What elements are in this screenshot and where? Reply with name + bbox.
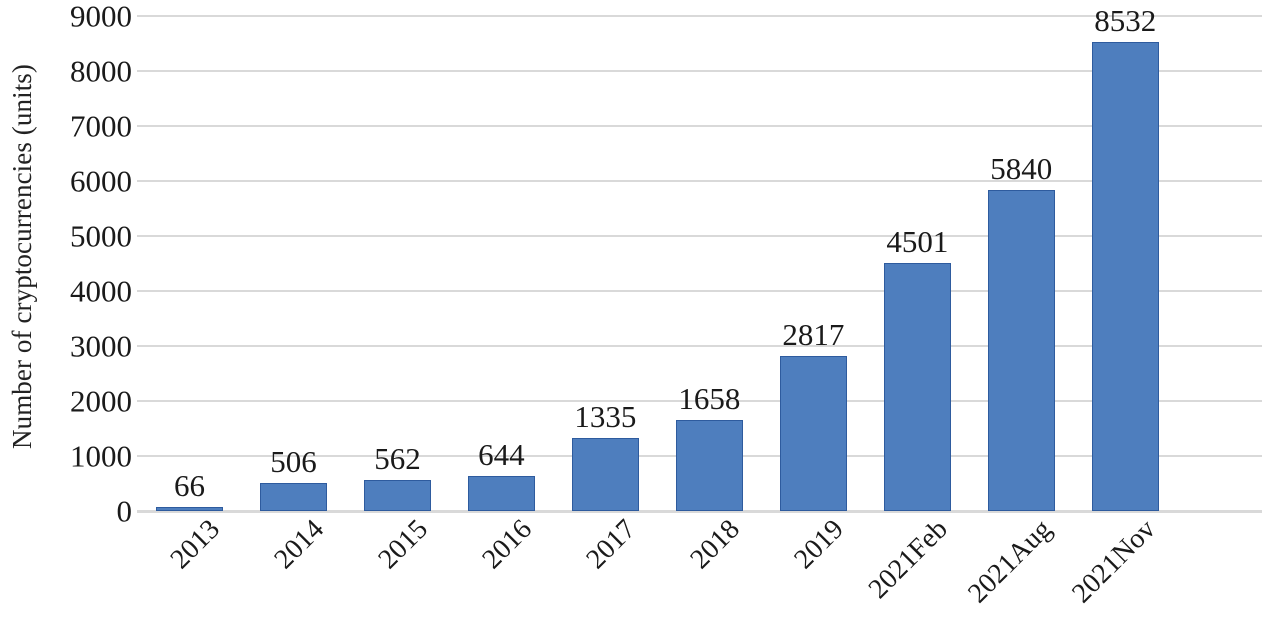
y-axis-tick-label: 4000: [70, 273, 132, 309]
bar[interactable]: [779, 356, 847, 511]
bar[interactable]: [259, 483, 327, 511]
bar-group[interactable]: 1335: [571, 16, 639, 511]
bar-group[interactable]: 644: [467, 16, 535, 511]
bar[interactable]: [467, 475, 535, 511]
bar[interactable]: [883, 263, 951, 511]
bar-group[interactable]: 506: [259, 16, 327, 511]
bar-group[interactable]: 2817: [779, 16, 847, 511]
x-axis-tick-label: 2013: [164, 513, 227, 576]
bar[interactable]: [675, 419, 743, 511]
bar-value-label: 4501: [886, 224, 949, 260]
y-axis-title: Number of cryptocurrencies (units): [0, 0, 44, 512]
gridline: [137, 125, 1262, 127]
y-axis-tick-label: 2000: [70, 383, 132, 419]
bar-value-label: 562: [374, 441, 421, 477]
gridline: [137, 345, 1262, 347]
bar-value-label: 2817: [782, 317, 845, 353]
gridline: [137, 15, 1262, 17]
bar-group[interactable]: 4501: [883, 16, 951, 511]
bar-group[interactable]: 1658: [675, 16, 743, 511]
bar-group[interactable]: 562: [363, 16, 431, 511]
bar-value-label: 1335: [574, 398, 637, 434]
plot-area: 66 506 562 644 1335 1658 2817 4501 5840 8532: [137, 5, 1262, 513]
y-axis-tick-labels: 0 1000 2000 3000 4000 5000 6000 7000 8000 9000: [40, 1, 132, 527]
bar-value-label: 644: [478, 436, 525, 472]
y-axis-tick-label: 9000: [70, 0, 132, 34]
bar-value-label: 506: [270, 444, 317, 480]
y-axis-tick-label: 3000: [70, 328, 132, 364]
gridline: [137, 70, 1262, 72]
y-axis-tick-label: 6000: [70, 163, 132, 199]
gridline: [137, 180, 1262, 182]
gridline: [137, 235, 1262, 237]
gridline: [137, 510, 1262, 513]
bar[interactable]: [571, 437, 639, 511]
bar-series: 66 506 562 644 1335 1658 2817 4501 5840 8532: [137, 5, 1262, 511]
bar[interactable]: [1091, 41, 1159, 511]
bar[interactable]: [363, 480, 431, 511]
gridline: [137, 400, 1262, 402]
y-axis-title-text: Number of cryptocurrencies (units): [6, 63, 37, 449]
gridline: [137, 290, 1262, 292]
bar[interactable]: [987, 189, 1055, 511]
bar-group[interactable]: 8532: [1091, 5, 1159, 511]
y-axis-tick-label: 5000: [70, 218, 132, 254]
x-axis-tick-labels: 2013 2014 2015 2016 2017 2018 2019 2021Feb 2021A…: [137, 513, 1262, 628]
bar-value-label: 8532: [1094, 2, 1157, 38]
y-axis-tick-label: 1000: [70, 438, 132, 474]
y-axis-tick-label: 0: [116, 493, 133, 529]
bar[interactable]: [156, 507, 223, 511]
bar-group[interactable]: 66: [156, 16, 223, 511]
bar-value-label: 1658: [678, 380, 741, 416]
bar-value-label: 5840: [990, 150, 1053, 186]
y-axis-tick-label: 8000: [70, 53, 132, 89]
y-axis-tick-label: 7000: [70, 108, 132, 144]
bar-group[interactable]: 5840: [987, 16, 1055, 511]
bar-value-label: 66: [174, 468, 205, 504]
